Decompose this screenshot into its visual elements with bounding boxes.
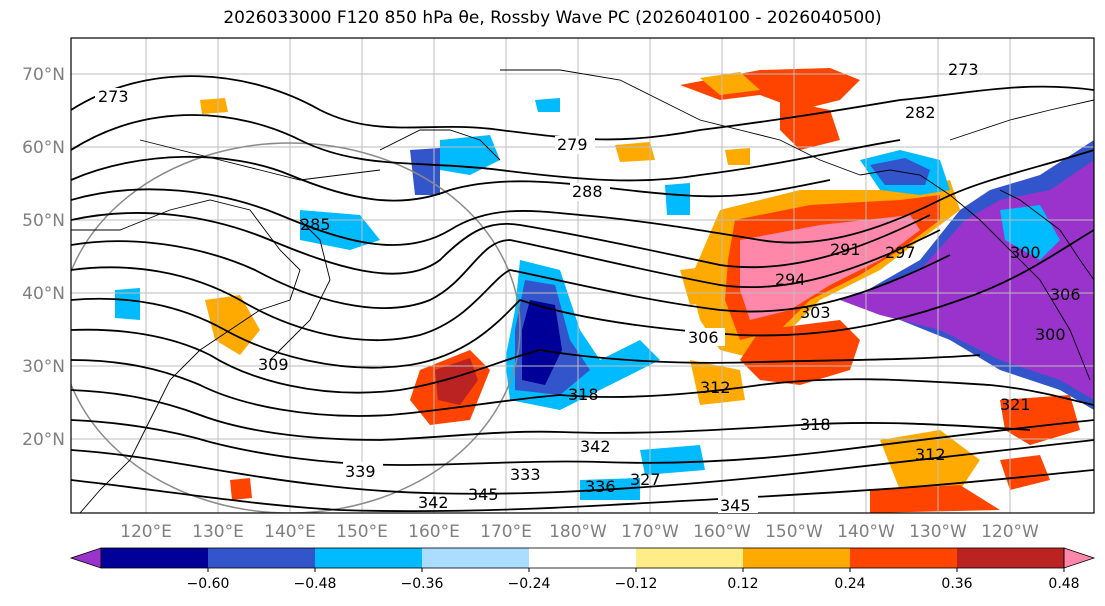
contour-label: 303 <box>800 303 831 322</box>
lat-label: 40°N <box>22 284 65 304</box>
colorbar-segment <box>636 548 744 568</box>
lon-label: 150°E <box>336 522 388 542</box>
lat-label: 70°N <box>22 65 65 85</box>
contour-label: 300 <box>1035 325 1066 344</box>
contour-label: 327 <box>630 470 661 489</box>
colorbar-tick-label: −0.60 <box>187 576 230 592</box>
longitude-labels: 120°E 130°E 140°E 150°E 160°E 170°E 180°… <box>120 522 1039 542</box>
lon-label: 120°E <box>120 522 172 542</box>
colorbar-tick-label: 0.24 <box>834 576 865 592</box>
lon-label: 130°E <box>192 522 244 542</box>
lat-label: 30°N <box>22 357 65 377</box>
contour-label: 282 <box>905 103 936 122</box>
colorbar-segment <box>208 548 316 568</box>
contour-label: 285 <box>300 215 331 234</box>
colorbar-tick-label: −0.12 <box>615 576 658 592</box>
colorbar-tick-label: −0.24 <box>508 576 551 592</box>
contour-label: 318 <box>568 385 599 404</box>
contour-label: 312 <box>915 445 946 464</box>
contour-label: 294 <box>775 270 806 289</box>
lon-label: 180°W <box>549 522 607 542</box>
colorbar-tick-label: 0.36 <box>941 576 972 592</box>
contour-label: 345 <box>720 496 751 515</box>
contour-label: 273 <box>98 87 129 106</box>
colorbar-extend-low <box>69 547 102 569</box>
contour-label: 297 <box>885 243 916 262</box>
lon-label: 140°E <box>264 522 316 542</box>
contour-label: 273 <box>948 60 979 79</box>
lon-label: 160°W <box>693 522 751 542</box>
contour-label: 306 <box>1050 285 1081 304</box>
colorbar-extend-high <box>1063 547 1096 569</box>
colorbar-ticks: −0.60 −0.48 −0.36 −0.24 −0.12 0.12 0.24 0.36 0.4… <box>187 568 1080 592</box>
contour-label: 321 <box>1000 395 1031 414</box>
contour-label: 342 <box>418 493 449 512</box>
colorbar-segment <box>743 548 851 568</box>
reference-circle <box>71 142 521 513</box>
contour-labels: 273 279 288 285 291 294 297 303 306 309 … <box>95 60 1081 515</box>
contour-label: 306 <box>688 328 719 347</box>
contour-label: 288 <box>572 182 603 201</box>
contour-label: 318 <box>800 415 831 434</box>
contour-label: 345 <box>468 485 499 504</box>
colorbar-tick-label: 0.48 <box>1048 576 1079 592</box>
lat-label: 20°N <box>22 430 65 450</box>
lat-label: 60°N <box>22 138 65 158</box>
colorbar <box>69 547 1096 569</box>
lon-label: 140°W <box>837 522 895 542</box>
contour-label: 312 <box>700 378 731 397</box>
contour-label: 300 <box>1010 243 1041 262</box>
colorbar-tick-label: −0.36 <box>401 576 444 592</box>
map-frame <box>70 37 1095 514</box>
contour-label: 309 <box>258 355 289 374</box>
lon-label: 130°W <box>909 522 967 542</box>
colorbar-tick-label: −0.48 <box>294 576 337 592</box>
contour-label: 336 <box>585 477 616 496</box>
colorbar-segment <box>957 548 1065 568</box>
lon-label: 160°E <box>408 522 460 542</box>
contour-label: 333 <box>510 465 541 484</box>
contour-label: 279 <box>557 135 588 154</box>
plot-title: 2026033000 F120 850 hPa θe, Rossby Wave … <box>223 8 882 28</box>
colorbar-outline <box>100 547 1065 569</box>
lat-label: 50°N <box>22 211 65 231</box>
contour-label: 291 <box>830 240 861 259</box>
map-layers <box>71 38 1094 513</box>
positive-anomaly-shading <box>200 68 1094 513</box>
colorbar-segment <box>101 548 209 568</box>
landmass-outlines <box>949 99 1094 281</box>
colorbar-segment <box>529 548 637 568</box>
lon-label: 150°W <box>765 522 823 542</box>
latitude-labels: 70°N 60°N 50°N 40°N 30°N 20°N <box>22 65 65 450</box>
coastlines <box>71 69 1091 513</box>
colorbar-segment <box>422 548 530 568</box>
contour-label: 339 <box>345 462 376 481</box>
lon-label: 170°E <box>480 522 532 542</box>
lon-label: 170°W <box>621 522 679 542</box>
colorbar-segment <box>850 548 958 568</box>
contour-label: 342 <box>580 437 611 456</box>
colorbar-tick-label: 0.12 <box>727 576 758 592</box>
lon-label: 120°W <box>981 522 1039 542</box>
colorbar-segment <box>315 548 423 568</box>
